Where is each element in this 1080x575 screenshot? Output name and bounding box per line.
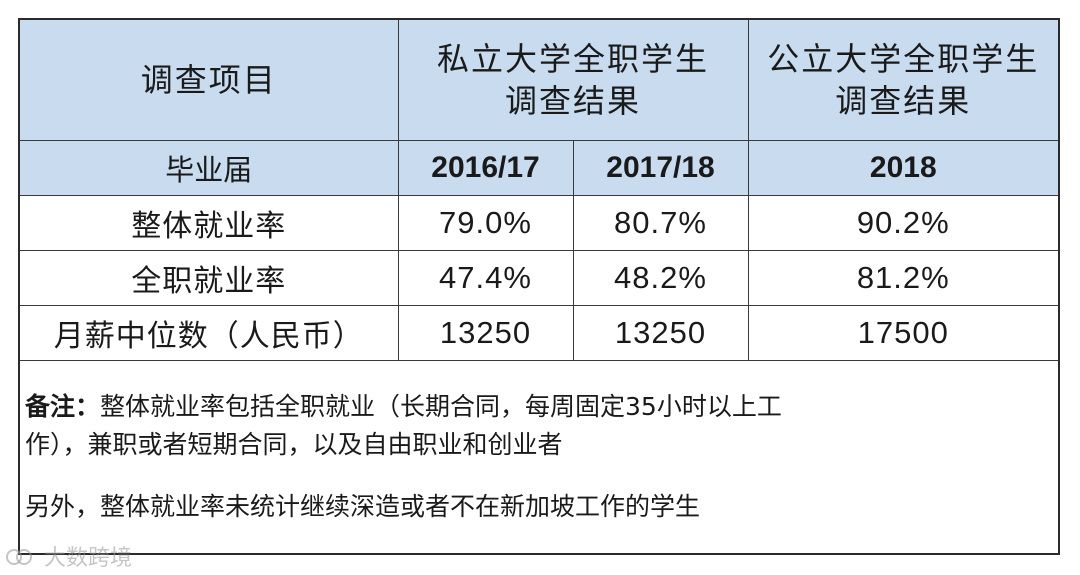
- year-cell: 2018: [747, 140, 1059, 196]
- value-cell: 17500: [747, 305, 1059, 361]
- header-private-university: 私立大学全职学生 调查结果: [397, 20, 749, 141]
- value-cell: 13250: [397, 305, 574, 361]
- value-cell: 81.2%: [747, 250, 1059, 306]
- note-extra: 另外，整体就业率未统计继续深造或者不在新加坡工作的学生: [25, 492, 701, 521]
- row-label: 全职就业率: [20, 250, 399, 306]
- notes-section: 备注：整体就业率包括全职就业（长期合同，每周固定35小时以上工 作），兼职或者短…: [25, 388, 1045, 526]
- value-cell: 79.0%: [397, 195, 574, 251]
- table-row: 月薪中位数（人民币） 13250 13250 17500: [20, 305, 1059, 361]
- year-cell: 2017/18: [572, 140, 749, 196]
- header-public-line2: 调查结果: [835, 82, 972, 120]
- survey-card: 调查项目 私立大学全职学生 调查结果 公立大学全职学生 调查结果 毕业届 201…: [18, 18, 1060, 555]
- value-cell: 80.7%: [572, 195, 749, 251]
- value-cell: 13250: [572, 305, 749, 361]
- watermark: 大数跨境: [4, 540, 132, 572]
- table-row: 整体就业率 79.0% 80.7% 90.2%: [20, 195, 1059, 251]
- note-line-2: 作），兼职或者短期合同，以及自由职业和创业者: [25, 430, 563, 459]
- table-row: 全职就业率 47.4% 48.2% 81.2%: [20, 250, 1059, 306]
- header-private-line2: 调查结果: [505, 82, 642, 120]
- weibo-icon: [4, 545, 38, 567]
- value-cell: 47.4%: [397, 250, 574, 306]
- table-header-row: 调查项目 私立大学全职学生 调查结果 公立大学全职学生 调查结果: [20, 20, 1059, 141]
- note-line-1: 备注：整体就业率包括全职就业（长期合同，每周固定35小时以上工: [25, 388, 1045, 426]
- header-private-line1: 私立大学全职学生: [437, 40, 710, 78]
- row-label: 月薪中位数（人民币）: [20, 305, 399, 361]
- header-public-university: 公立大学全职学生 调查结果: [747, 20, 1059, 141]
- year-cell: 2016/17: [397, 140, 574, 196]
- value-cell: 48.2%: [572, 250, 749, 306]
- note-text-1: 整体就业率包括全职就业（长期合同，每周固定35小时以上工: [100, 392, 782, 421]
- graduating-class-row: 毕业届 2016/17 2017/18 2018: [20, 140, 1059, 196]
- row-label: 整体就业率: [20, 195, 399, 251]
- header-survey-item: 调查项目: [20, 20, 399, 141]
- watermark-text: 大数跨境: [44, 546, 133, 571]
- value-cell: 90.2%: [747, 195, 1059, 251]
- survey-table: 调查项目 私立大学全职学生 调查结果 公立大学全职学生 调查结果 毕业届 201…: [20, 20, 1059, 361]
- graduating-class-label: 毕业届: [20, 140, 399, 196]
- note-label: 备注：: [25, 392, 101, 421]
- header-public-line1: 公立大学全职学生: [767, 40, 1040, 78]
